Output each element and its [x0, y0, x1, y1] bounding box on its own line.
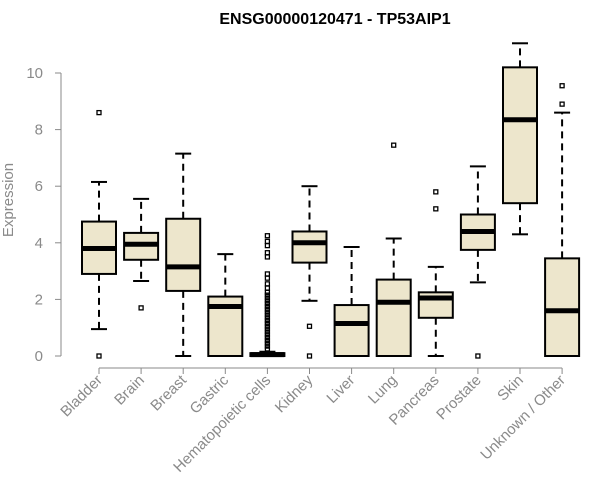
- outlier-point: [138, 305, 144, 311]
- outlier-point: [264, 332, 271, 338]
- category-label: Prostate: [433, 372, 485, 424]
- outlier-point: [264, 292, 271, 298]
- y-tick-label: 10: [26, 65, 43, 82]
- outlier-point: [264, 326, 271, 332]
- box-kidney: [291, 185, 328, 359]
- box-pancreas: [417, 189, 454, 357]
- outlier-point: [559, 83, 565, 89]
- outlier-point: [433, 206, 439, 212]
- box-skin: [502, 42, 538, 236]
- outlier-point: [264, 285, 271, 291]
- y-tick-label: 4: [35, 235, 43, 252]
- outlier-point: [264, 303, 271, 310]
- outlier-point: [264, 317, 271, 324]
- outlier-point: [264, 250, 271, 256]
- boxes: [81, 42, 581, 359]
- outlier-point: [264, 242, 271, 249]
- outlier-point: [391, 142, 397, 148]
- category-label: Lung: [365, 372, 401, 408]
- outlier-point: [264, 254, 271, 260]
- iqr-box: [165, 217, 202, 292]
- outlier-point: [264, 309, 271, 315]
- outlier-point: [264, 343, 271, 349]
- outlier-point: [96, 109, 102, 116]
- chart-title: ENSG00000120471 - TP53AIP1: [219, 11, 450, 28]
- iqr-box: [502, 66, 538, 205]
- y-tick-label: 0: [35, 348, 43, 365]
- iqr-box: [544, 257, 581, 357]
- category-label: Bladder: [57, 372, 106, 421]
- outlier-point: [264, 275, 271, 281]
- iqr-box: [375, 278, 412, 357]
- category-label: Kidney: [272, 371, 317, 416]
- outlier-point: [264, 346, 271, 352]
- box-breast: [165, 152, 202, 357]
- outlier-point: [264, 340, 271, 346]
- outlier-point: [264, 323, 271, 329]
- category-label: Brain: [111, 372, 148, 409]
- outlier-point: [264, 329, 271, 335]
- box-liver: [333, 246, 370, 357]
- outlier-point: [433, 189, 439, 195]
- y-axis-label: Expression: [0, 163, 17, 237]
- outlier-point: [264, 320, 271, 327]
- box-unknown-other: [544, 83, 581, 357]
- outlier-point: [264, 300, 271, 307]
- outlier-point: [96, 353, 102, 359]
- outlier-point: [264, 238, 271, 245]
- outlier-point: [264, 289, 271, 295]
- category-label: Liver: [323, 372, 358, 407]
- outlier-point: [306, 323, 313, 329]
- outlier-point: [264, 281, 271, 287]
- box-lung: [375, 142, 412, 357]
- y-tick-label: 2: [35, 291, 43, 308]
- category-label: Skin: [494, 372, 527, 405]
- outlier-point: [264, 312, 271, 318]
- iqr-box: [333, 304, 370, 357]
- outlier-point: [559, 101, 565, 107]
- y-tick-label: 6: [35, 178, 43, 195]
- outlier-point: [264, 334, 271, 341]
- outlier-point: [264, 306, 271, 312]
- y-tick-label: 8: [35, 122, 43, 139]
- box-bladder: [81, 109, 117, 359]
- outlier-point: [306, 353, 313, 359]
- outlier-point: [264, 315, 271, 321]
- outlier-point: [264, 337, 271, 344]
- box-gastric: [207, 253, 244, 358]
- outlier-point: [264, 271, 271, 277]
- outlier-point: [264, 298, 271, 304]
- box-prostate: [459, 165, 496, 359]
- category-label: Breast: [147, 371, 190, 414]
- box-hematopoietic-cells: [249, 233, 286, 358]
- outlier-point: [475, 353, 481, 359]
- iqr-box: [291, 230, 328, 264]
- axes: 0 2 4 6 8 10: [26, 65, 563, 374]
- outlier-point: [264, 295, 271, 301]
- outlier-point: [264, 233, 271, 239]
- box-brain: [123, 197, 160, 311]
